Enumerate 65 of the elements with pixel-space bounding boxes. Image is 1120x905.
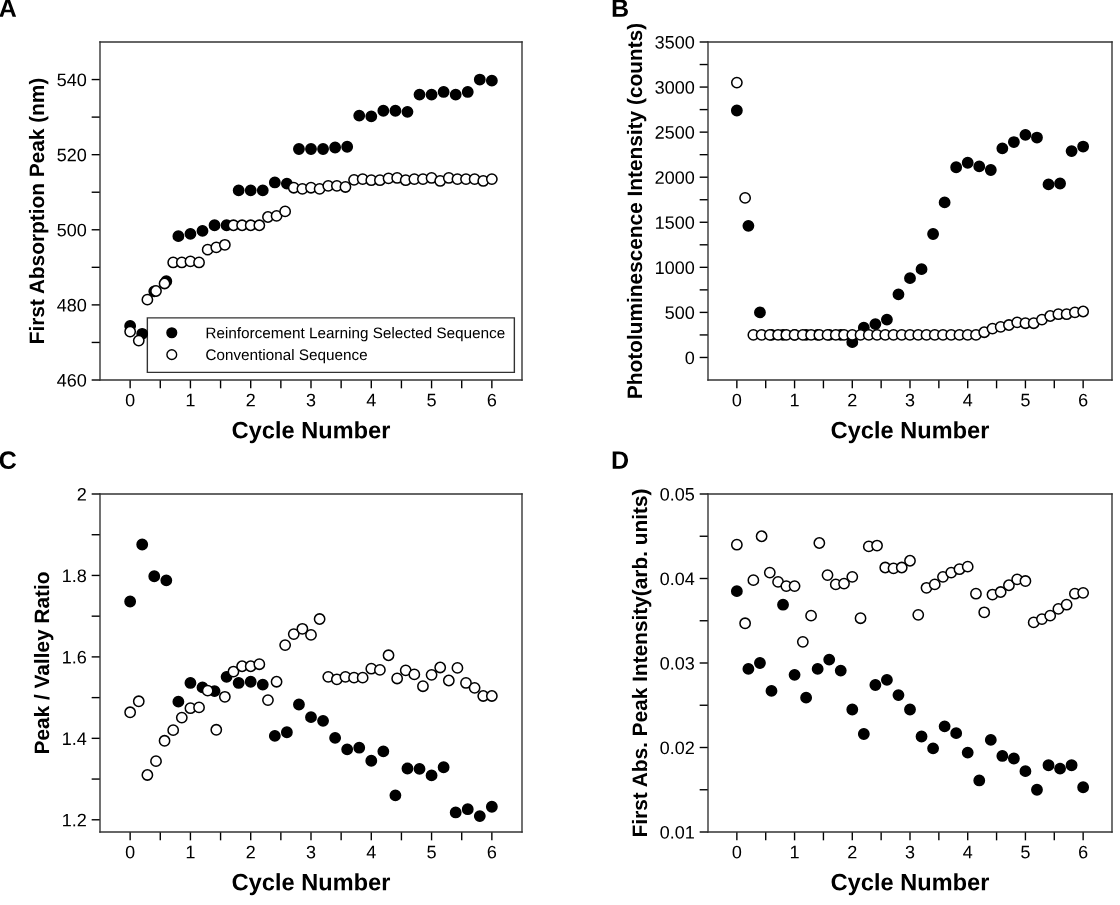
chart-title: B (612, 0, 628, 17)
x-tick-label: 1 (186, 393, 195, 407)
x-tick-label: 5 (427, 393, 436, 407)
x-axis-title: Cycle Number (232, 421, 391, 444)
y-tick-label: 2500 (655, 126, 695, 139)
x-tick-label: 0 (125, 393, 135, 407)
y-tick-label: 3500 (655, 35, 695, 49)
x-tick-label: 2 (848, 845, 857, 859)
y-tick-label: 1.2 (63, 813, 86, 827)
y-tick-label: 0.02 (660, 741, 694, 755)
y-axis-title: Peak / Valley Ratio (33, 572, 54, 754)
x-axis-title: Cycle Number (232, 873, 391, 896)
x-tick-label: 3 (306, 393, 316, 407)
y-tick-label: 0.03 (660, 656, 695, 670)
chart-title: A (0, 0, 17, 17)
x-tick-label: 5 (427, 845, 436, 859)
x-tick-label: 2 (246, 845, 255, 859)
y-tick-label: 3000 (655, 81, 695, 94)
y-tick-label: 1500 (656, 216, 695, 229)
x-tick-label: 6 (1079, 393, 1088, 407)
chart-title: D (612, 451, 629, 469)
x-tick-label: 0 (732, 845, 742, 859)
x-tick-label: 5 (1021, 845, 1030, 859)
y-tick-label: 0.04 (660, 572, 695, 586)
x-tick-label: 6 (487, 845, 497, 859)
x-tick-label: 6 (487, 393, 497, 407)
x-tick-label: 1 (790, 845, 799, 859)
x-tick-label: 0 (125, 845, 135, 859)
y-tick-label: 460 (57, 373, 87, 387)
x-tick-label: 1 (186, 845, 195, 859)
y-tick-label: 1.6 (63, 650, 87, 664)
y-tick-label: 480 (57, 298, 87, 312)
x-tick-label: 4 (963, 393, 973, 407)
y-tick-label: 0.05 (660, 487, 695, 501)
x-tick-label: 6 (1079, 845, 1088, 859)
x-axis-title: Cycle Number (831, 421, 990, 444)
y-axis-title: First Absorption Peak (nm) (28, 78, 49, 343)
y-tick-label: 0.01 (660, 825, 694, 839)
y-tick-label: 1.8 (63, 569, 87, 583)
x-tick-label: 2 (246, 393, 255, 407)
y-tick-label: 500 (57, 223, 87, 237)
legend-label: Reinforcement Learning Selected Sequence (206, 327, 505, 342)
y-tick-label: 1.4 (63, 732, 87, 745)
y-axis-title: First Abs. Peak Intensity(arb. units) (631, 489, 652, 837)
x-tick-label: 3 (905, 393, 915, 407)
legend-label: Conventional Sequence (206, 348, 367, 364)
x-tick-label: 2 (848, 393, 857, 407)
x-tick-label: 3 (905, 845, 915, 859)
x-tick-label: 1 (790, 393, 799, 407)
x-tick-label: 4 (963, 845, 973, 859)
y-tick-label: 2000 (655, 171, 695, 184)
y-axis-title: Photoluminescence Intensity (counts) (626, 23, 647, 398)
chart-title: C (0, 451, 17, 470)
y-tick-label: 2 (77, 487, 86, 501)
y-tick-label: 1000 (656, 261, 695, 275)
x-tick-label: 4 (366, 845, 376, 859)
x-axis-title: Cycle Number (831, 873, 990, 896)
x-tick-label: 5 (1021, 393, 1030, 407)
y-tick-label: 0 (685, 351, 695, 365)
y-tick-label: 520 (57, 148, 87, 162)
x-tick-label: 4 (366, 393, 376, 407)
y-tick-label: 500 (665, 306, 695, 320)
x-tick-label: 0 (732, 393, 742, 407)
y-tick-label: 540 (57, 73, 87, 87)
x-tick-label: 3 (306, 845, 316, 859)
